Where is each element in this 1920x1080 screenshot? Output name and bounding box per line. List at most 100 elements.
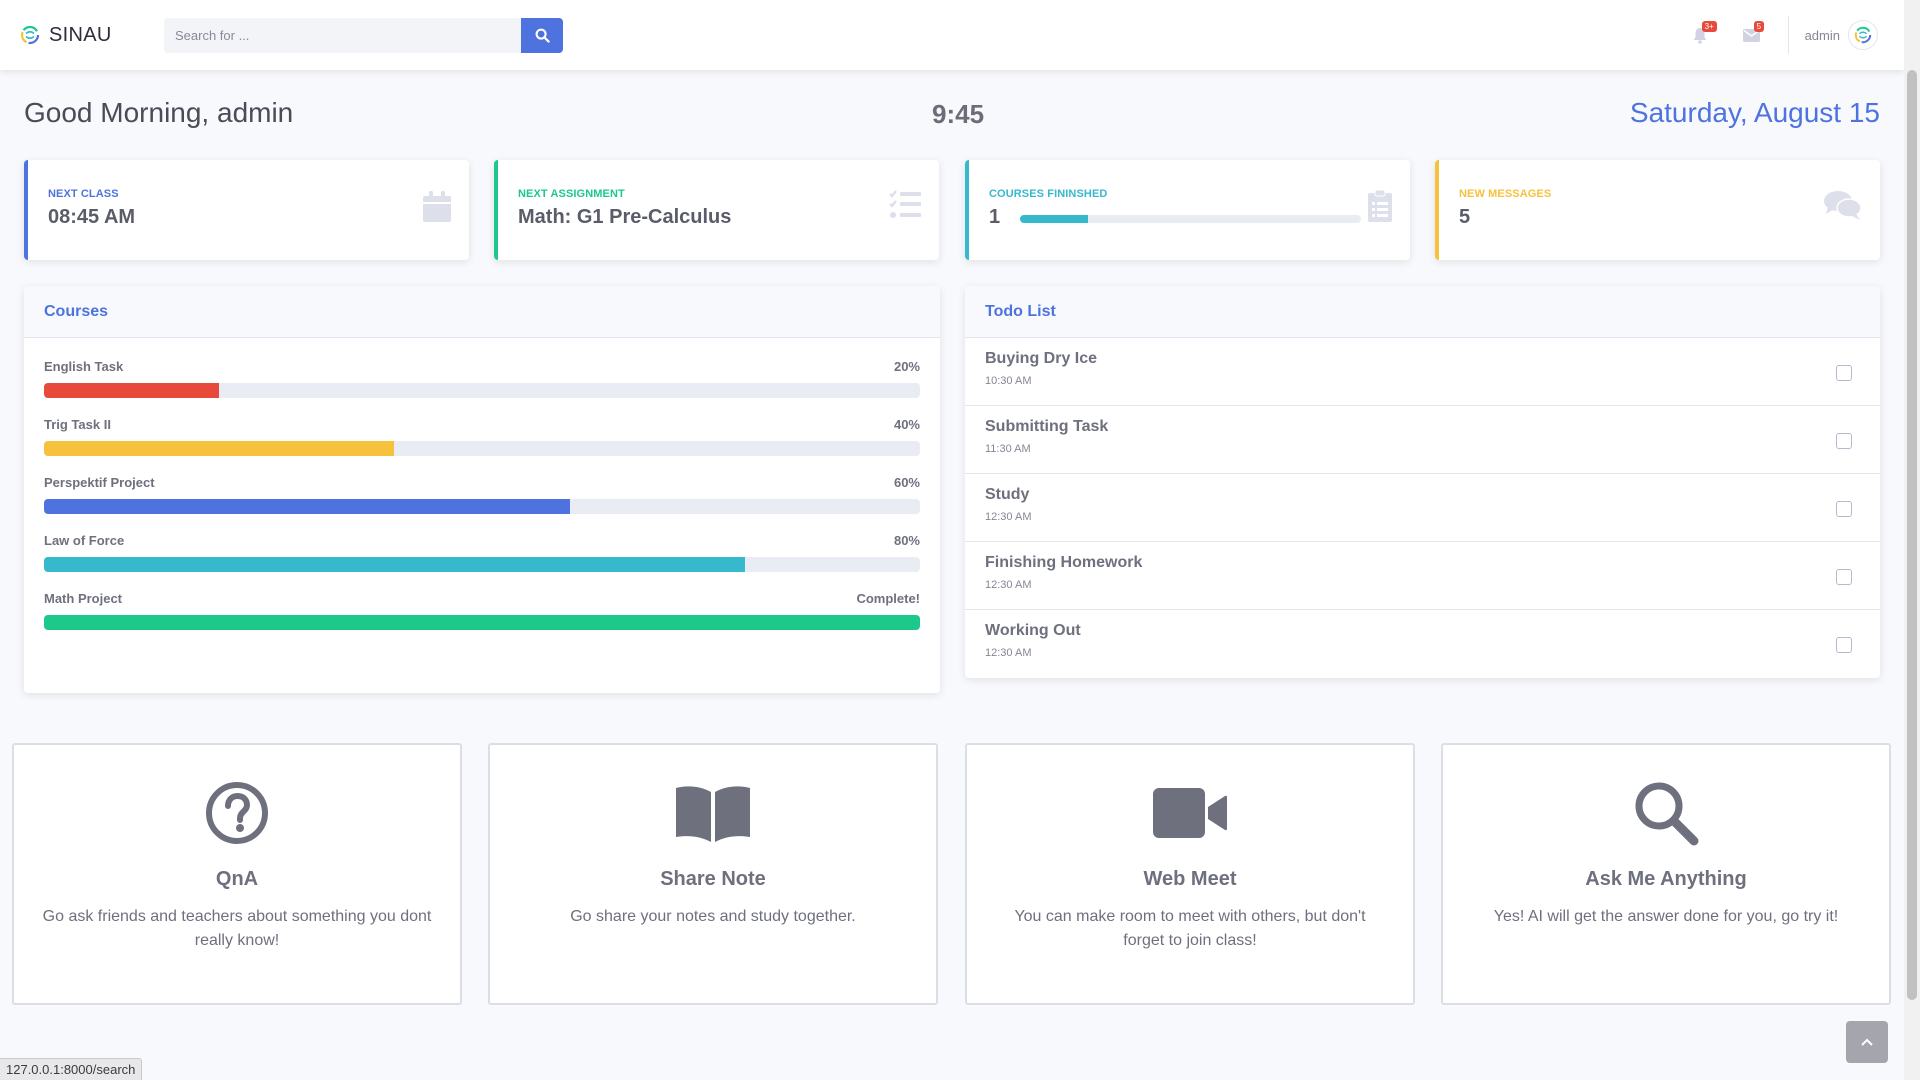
feature-card-share-note[interactable]: Share Note Go share your notes and study… bbox=[488, 743, 938, 1005]
todo-panel-title: Todo List bbox=[965, 286, 1880, 338]
topbar-right: 3+ 5 admin bbox=[1674, 0, 1904, 70]
search-button[interactable] bbox=[521, 17, 563, 53]
feature-description: Go share your notes and study together. bbox=[570, 908, 856, 925]
alerts-badge: 3+ bbox=[1701, 21, 1717, 32]
todo-title: Buying Dry Ice bbox=[985, 350, 1098, 367]
clock: 9:45 bbox=[932, 99, 985, 129]
status-bar-url: 127.0.0.1:8000/search bbox=[0, 1058, 143, 1080]
todo-item: Finishing Homework 12:30 AM bbox=[965, 542, 1880, 610]
course-progress-fill bbox=[44, 441, 395, 456]
stat-value: 1 bbox=[989, 206, 1001, 228]
stat-label: Courses Fininshed bbox=[989, 188, 1108, 200]
course-name: Trig Task II bbox=[44, 417, 111, 432]
course-name: Law of Force bbox=[44, 533, 125, 548]
course-progress-fill bbox=[44, 615, 920, 630]
course-name: English Task bbox=[44, 359, 124, 374]
course-percent: 60% bbox=[893, 475, 920, 490]
brand[interactable]: SINAU bbox=[20, 24, 144, 47]
question-circle-icon bbox=[206, 782, 268, 844]
messages-badge: 5 bbox=[1753, 21, 1765, 32]
stat-card-next-class: Next Class 08:45 AM bbox=[24, 160, 469, 260]
feature-description: Yes! AI will get the answer done for you… bbox=[1493, 908, 1839, 925]
todo-time: 10:30 AM bbox=[985, 375, 1032, 387]
feature-title: Share Note bbox=[660, 868, 766, 890]
scroll-to-top-button[interactable] bbox=[1846, 1021, 1888, 1063]
todo-title: Submitting Task bbox=[985, 418, 1109, 435]
messages-button[interactable]: 5 bbox=[1726, 0, 1778, 70]
todo-checkbox[interactable] bbox=[1836, 433, 1852, 449]
course-progress-fill bbox=[44, 499, 570, 514]
stat-card-next-assignment: Next Assignment Math: G1 Pre-Calculus bbox=[494, 160, 939, 260]
courses-panel: Courses English Task 20% Trig Task II 40% … bbox=[24, 286, 940, 693]
brand-logo-icon bbox=[20, 25, 40, 45]
feature-description: You can make room to meet with others, b… bbox=[1014, 908, 1366, 949]
course-item: Math Project Complete! bbox=[24, 591, 940, 630]
todo-title: Finishing Homework bbox=[985, 554, 1143, 571]
courses-finished-progress bbox=[1020, 215, 1361, 223]
greeting-heading: Good Morning, admin bbox=[24, 97, 294, 128]
todo-time: 12:30 AM bbox=[985, 579, 1032, 591]
todo-panel: Todo List Buying Dry Ice 10:30 AM Submit… bbox=[965, 286, 1880, 678]
todo-checkbox[interactable] bbox=[1836, 365, 1852, 381]
feature-title: QnA bbox=[215, 868, 259, 890]
course-progress bbox=[44, 557, 920, 572]
stat-label: Next Class bbox=[48, 188, 119, 200]
course-progress bbox=[44, 441, 920, 456]
avatar[interactable] bbox=[1848, 20, 1878, 50]
feature-description: Go ask friends and teachers about someth… bbox=[42, 908, 432, 949]
topbar: SINAU 3+ 5 admin bbox=[0, 0, 1904, 70]
stat-value: 08:45 AM bbox=[48, 206, 136, 228]
search-input[interactable] bbox=[164, 17, 521, 53]
todo-title: Study bbox=[985, 486, 1030, 503]
todo-checkbox[interactable] bbox=[1836, 569, 1852, 585]
avatar-logo-icon bbox=[1854, 26, 1872, 44]
feature-card-qna[interactable]: QnA Go ask friends and teachers about so… bbox=[12, 743, 462, 1005]
course-percent: Complete! bbox=[856, 591, 920, 606]
courses-list: English Task 20% Trig Task II 40% Perspekt… bbox=[24, 338, 940, 630]
stat-label: New Messages bbox=[1459, 188, 1552, 200]
todo-item: Buying Dry Ice 10:30 AM bbox=[965, 338, 1880, 406]
todo-time: 11:30 AM bbox=[985, 443, 1031, 455]
search-icon bbox=[535, 28, 550, 43]
stat-card-new-messages: New Messages 5 bbox=[1435, 160, 1880, 260]
video-icon bbox=[1153, 788, 1227, 838]
todo-checkbox[interactable] bbox=[1836, 501, 1852, 517]
user-name[interactable]: admin bbox=[1804, 27, 1840, 43]
page-scrollbar[interactable] bbox=[1904, 0, 1920, 1080]
stat-value: 5 bbox=[1459, 206, 1471, 228]
course-percent: 20% bbox=[893, 359, 920, 374]
course-item: Perspektif Project 60% bbox=[24, 475, 940, 514]
stat-value: Math: G1 Pre-Calculus bbox=[518, 206, 732, 228]
stat-label: Next Assignment bbox=[518, 188, 625, 200]
search-icon bbox=[1635, 782, 1699, 846]
calendar-icon bbox=[423, 191, 451, 222]
topbar-divider bbox=[1787, 16, 1789, 54]
todo-title: Working Out bbox=[985, 622, 1081, 639]
clipboard-list-icon bbox=[1368, 190, 1392, 222]
todo-checkbox[interactable] bbox=[1836, 637, 1852, 653]
todo-time: 12:30 AM bbox=[985, 647, 1032, 659]
alerts-button[interactable]: 3+ bbox=[1674, 0, 1726, 70]
search-form bbox=[164, 17, 563, 53]
course-progress bbox=[44, 383, 920, 398]
course-name: Math Project bbox=[44, 591, 123, 606]
todo-item: Working Out 12:30 AM bbox=[965, 610, 1880, 678]
feature-card-ask-me-anything[interactable]: Ask Me Anything Yes! AI will get the ans… bbox=[1441, 743, 1891, 1005]
comments-icon bbox=[1824, 191, 1862, 220]
course-item: Trig Task II 40% bbox=[24, 417, 940, 456]
feature-title: Ask Me Anything bbox=[1585, 868, 1747, 890]
tasks-icon bbox=[889, 190, 921, 218]
course-item: Law of Force 80% bbox=[24, 533, 940, 572]
scrollbar-thumb[interactable] bbox=[1907, 70, 1917, 1000]
todo-list: Buying Dry Ice 10:30 AM Submitting Task … bbox=[965, 338, 1880, 678]
courses-panel-title: Courses bbox=[24, 286, 940, 338]
course-progress bbox=[44, 615, 920, 630]
course-item: English Task 20% bbox=[24, 359, 940, 398]
feature-card-web-meet[interactable]: Web Meet You can make room to meet with … bbox=[965, 743, 1415, 1005]
course-progress-fill bbox=[44, 557, 745, 572]
course-percent: 80% bbox=[893, 533, 920, 548]
todo-item: Study 12:30 AM bbox=[965, 474, 1880, 542]
course-progress-fill bbox=[44, 383, 220, 398]
course-progress bbox=[44, 499, 920, 514]
courses-finished-progress-fill bbox=[1020, 215, 1089, 223]
